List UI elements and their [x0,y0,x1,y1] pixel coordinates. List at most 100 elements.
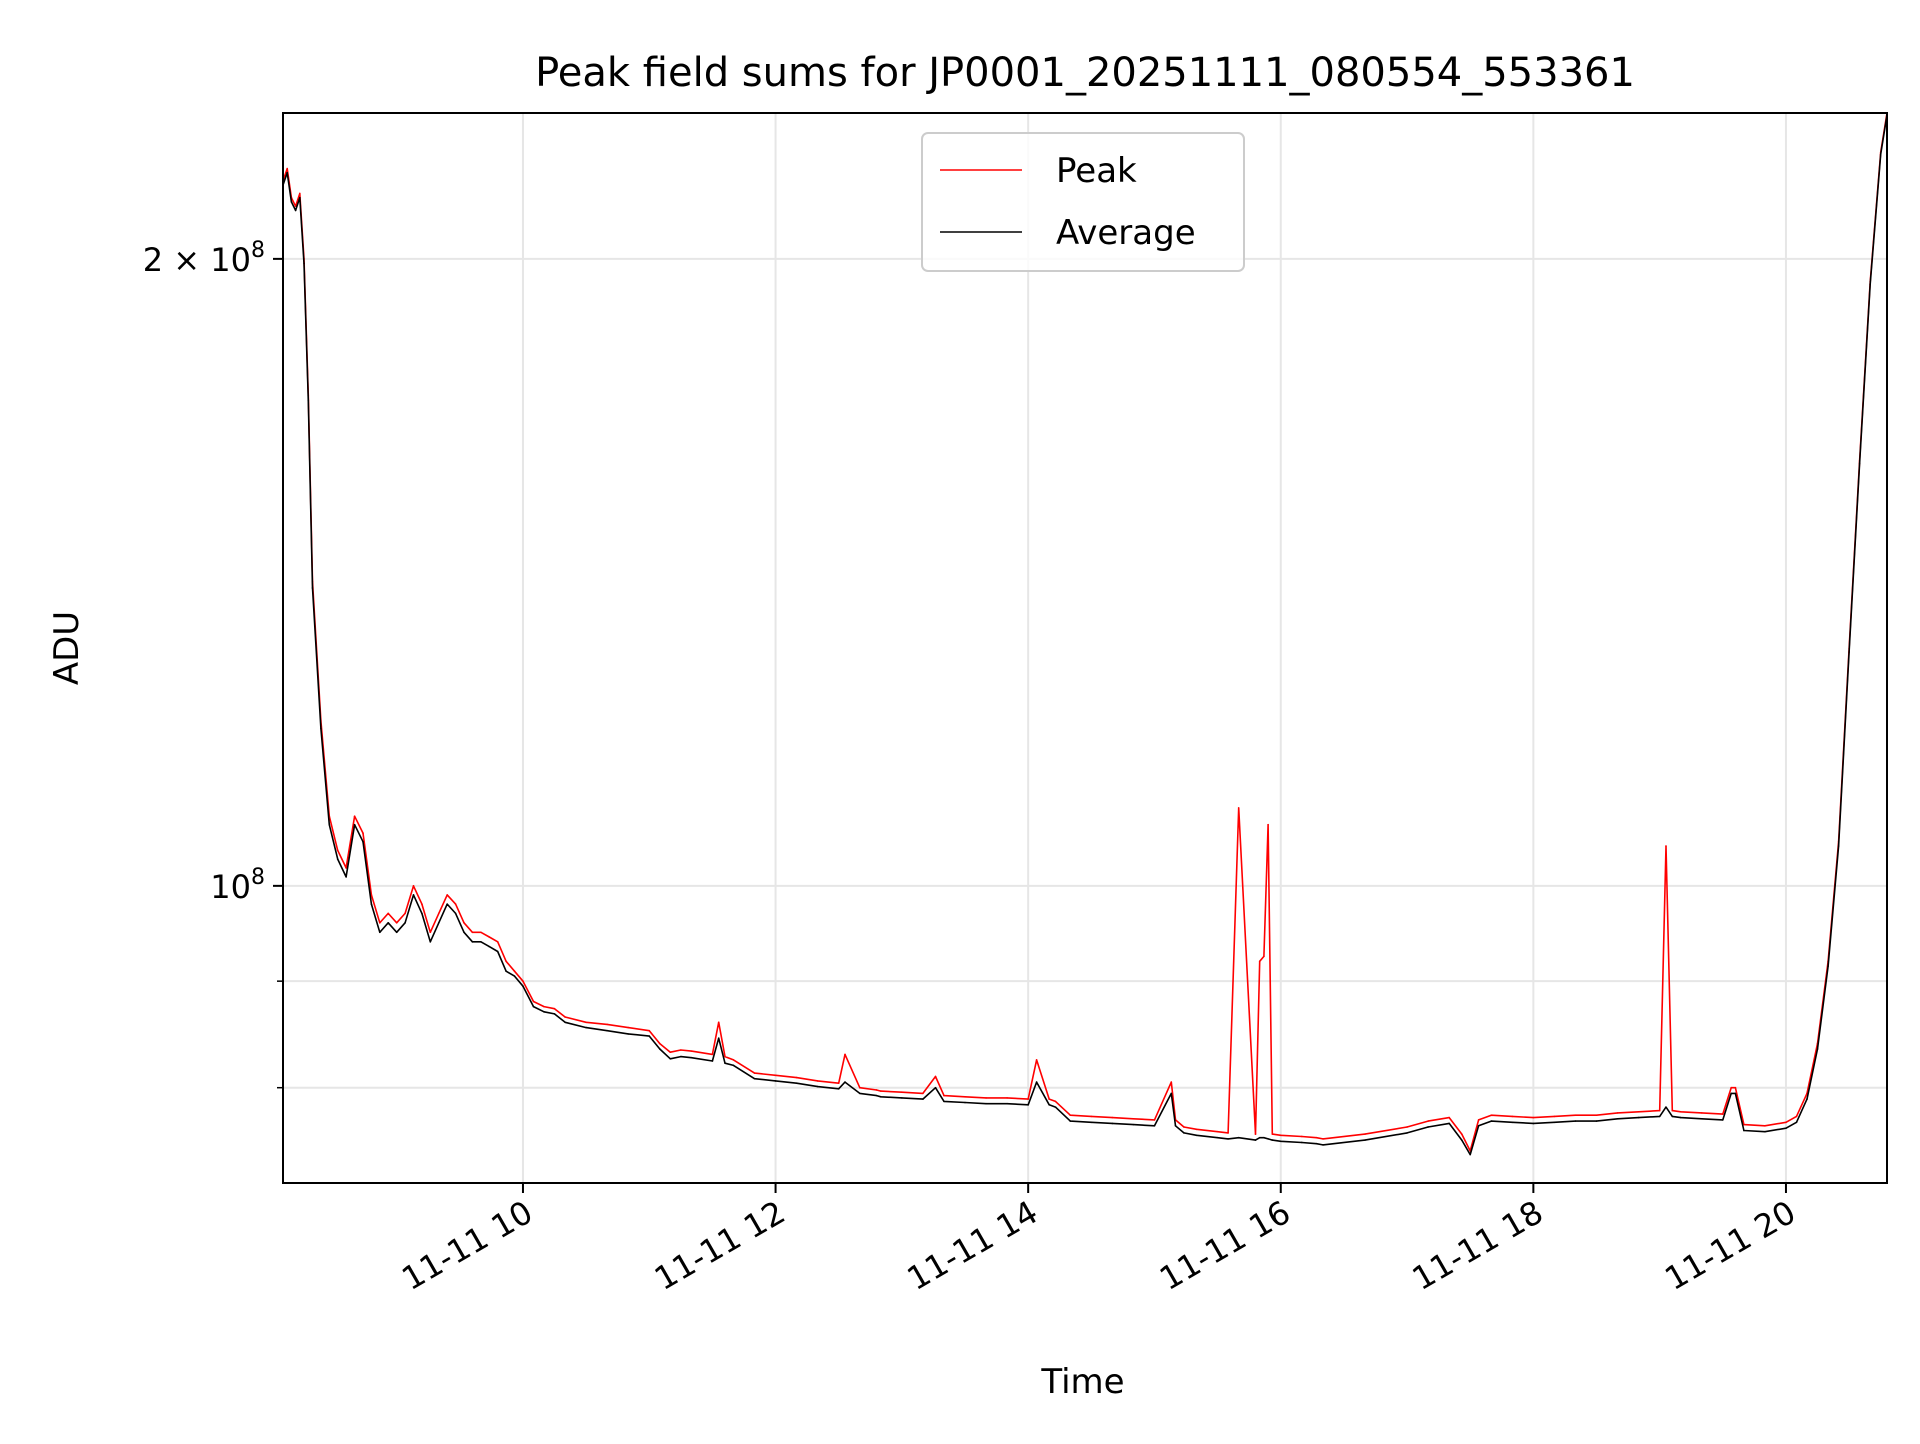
data-point-peak-18 [404,912,406,915]
data-point-peak-20 [421,903,423,905]
data-point-average-67 [1048,1104,1051,1106]
data-point-average-32 [522,985,524,987]
data-point-peak-110 [1722,1113,1724,1115]
data-point-average-25 [463,931,465,934]
data-point-peak-97 [1490,1114,1493,1117]
data-point-average-16 [387,921,390,924]
data-point-peak-69 [1069,1114,1072,1117]
data-point-average-12 [353,823,356,826]
data-point-peak-21 [429,931,432,934]
chart-title: Peak field sums for JP0001_20251111_0805… [535,50,1635,96]
data-point-peak-29 [496,941,499,943]
data-point-peak-105 [1658,1109,1661,1112]
data-point-average-82 [1258,1136,1261,1139]
data-point-average-51 [795,1082,798,1084]
data-point-average-7 [311,587,314,589]
data-point-peak-104 [1637,1110,1640,1113]
data-point-average-62 [964,1101,966,1104]
data-point-peak-63 [985,1097,987,1099]
data-point-peak-12 [353,815,356,818]
data-point-average-31 [513,975,516,977]
data-point-average-99 [1532,1122,1535,1125]
data-point-average-34 [543,1011,545,1013]
data-point-average-37 [585,1026,587,1029]
data-point-average-38 [606,1029,608,1032]
data-point-average-56 [875,1094,878,1097]
data-point-peak-64 [1006,1097,1008,1099]
data-point-average-8 [320,727,322,730]
data-point-peak-53 [837,1082,840,1084]
data-point-average-57 [880,1095,882,1098]
data-point-average-17 [395,931,398,934]
data-point-peak-60 [934,1075,937,1078]
data-point-peak-99 [1532,1116,1535,1119]
legend-label-peak: Peak [1056,151,1137,191]
data-point-average-48 [732,1064,735,1067]
data-point-peak-56 [875,1089,878,1091]
data-point-peak-111 [1730,1086,1733,1089]
data-point-peak-28 [488,936,491,938]
data-point-average-66 [1035,1081,1038,1083]
data-point-average-33 [532,1005,535,1008]
data-point-peak-114 [1764,1125,1766,1127]
data-point-peak-32 [522,980,524,982]
data-point-peak-61 [943,1094,945,1097]
data-point-peak-85 [1271,1133,1274,1135]
data-point-peak-100 [1553,1115,1556,1118]
data-point-average-78 [1216,1136,1219,1139]
data-point-average-49 [753,1077,756,1080]
data-point-peak-47 [724,1055,726,1058]
data-point-average-114 [1764,1130,1766,1133]
data-point-peak-73 [1153,1119,1156,1121]
data-point-average-65 [1027,1104,1029,1106]
data-point-average-85 [1271,1139,1274,1141]
data-point-peak-77 [1195,1128,1198,1131]
data-point-average-46 [717,1037,720,1039]
data-point-peak-109 [1700,1112,1703,1114]
data-point-average-1 [286,171,289,174]
data-point-average-24 [454,912,457,915]
data-point-average-4 [299,196,301,199]
data-point-average-18 [404,921,406,924]
data-point-peak-33 [532,1000,535,1003]
grid-layer [283,113,1887,1183]
series-line-average [282,114,1888,1156]
data-point-average-10 [336,858,339,860]
data-point-peak-39 [627,1026,630,1029]
data-point-peak-4 [299,192,301,195]
data-point-peak-102 [1595,1114,1598,1117]
data-point-peak-79 [1227,1132,1229,1134]
plot-frame [282,112,1888,1184]
data-point-peak-65 [1027,1098,1029,1100]
data-point-average-101 [1574,1120,1577,1122]
data-point-peak-80 [1237,807,1240,809]
data-point-average-52 [816,1085,819,1088]
data-point-average-120 [1837,845,1840,847]
data-point-peak-48 [732,1059,735,1061]
data-point-average-111 [1730,1092,1733,1095]
data-point-average-23 [446,903,448,905]
data-point-average-70 [1090,1121,1093,1124]
y-tick-label-1: 2 × 108 [143,238,265,279]
data-point-average-61 [943,1100,945,1103]
data-point-peak-23 [446,894,448,896]
data-point-average-76 [1183,1132,1185,1134]
data-point-average-98 [1511,1121,1514,1124]
data-point-average-69 [1069,1120,1072,1122]
data-point-peak-59 [922,1092,924,1095]
data-point-average-112 [1734,1092,1737,1095]
data-point-peak-106 [1665,845,1667,847]
data-point-peak-62 [964,1095,966,1098]
data-point-average-79 [1227,1138,1229,1140]
data-point-average-115 [1785,1127,1787,1129]
data-point-average-81 [1254,1139,1257,1141]
data-point-average-84 [1267,1138,1269,1140]
data-point-average-97 [1490,1120,1493,1122]
data-point-average-100 [1553,1121,1556,1124]
y-tick-label-0: 108 [210,865,265,906]
data-point-average-104 [1637,1116,1640,1119]
data-point-peak-34 [543,1005,545,1008]
data-point-average-44 [690,1056,693,1059]
data-point-average-90 [1364,1139,1366,1141]
